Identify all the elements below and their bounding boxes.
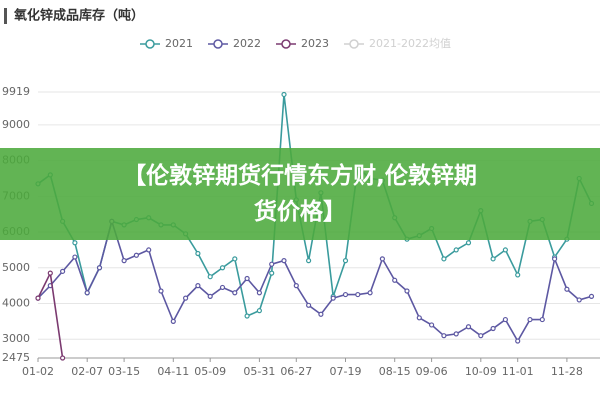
point	[404, 288, 410, 294]
point	[244, 275, 250, 282]
legend-item: 2022	[233, 37, 261, 50]
y-tick-label: 9000	[2, 118, 30, 131]
point	[502, 316, 508, 323]
point	[207, 293, 213, 299]
point	[244, 313, 250, 319]
point	[392, 277, 398, 283]
point	[515, 272, 521, 278]
series-line	[37, 218, 592, 343]
point	[355, 291, 361, 298]
point	[342, 258, 349, 264]
point	[576, 297, 582, 303]
legend-item-swatch	[213, 39, 223, 49]
x-tick-label: 07-19	[330, 365, 362, 378]
x-tick-label: 04-11	[157, 365, 189, 378]
point	[539, 316, 545, 323]
point	[170, 318, 176, 324]
point	[478, 333, 484, 339]
title-marker	[4, 8, 7, 24]
point	[219, 284, 226, 291]
point	[306, 302, 312, 308]
point	[429, 322, 435, 328]
x-tick-label: 06-27	[280, 365, 312, 378]
point	[96, 265, 103, 271]
y-tick-label: 9919	[2, 85, 30, 98]
x-tick-label: 05-09	[194, 365, 226, 378]
point	[465, 324, 472, 330]
point	[367, 290, 373, 296]
point	[232, 256, 238, 262]
x-tick-label: 11-28	[551, 365, 583, 378]
point	[256, 308, 262, 314]
point	[527, 316, 533, 323]
point	[207, 274, 213, 280]
point	[121, 258, 127, 264]
x-tick-label: 10-09	[465, 365, 497, 378]
legend-item: 2023	[301, 37, 329, 50]
chart-title: 氧化锌成品库存（吨）	[13, 8, 144, 24]
legend-item-swatch	[281, 39, 291, 49]
x-tick-label: 01-02	[22, 365, 54, 378]
y-tick-label: 3000	[2, 332, 30, 345]
point	[342, 291, 349, 298]
x-tick-label: 11-01	[502, 365, 534, 378]
banner-text: 【伦敦锌期货行情东方财,伦敦锌期	[123, 163, 477, 189]
point	[564, 286, 570, 292]
x-tick-label: 02-07	[71, 365, 103, 378]
point	[490, 256, 496, 262]
point	[551, 256, 558, 262]
point	[59, 268, 66, 274]
y-tick-label: 4000	[2, 297, 30, 310]
y-tick-label: 5000	[2, 261, 30, 274]
point	[453, 331, 459, 337]
point	[441, 256, 447, 262]
point	[490, 325, 496, 332]
banner: 【伦敦锌期货行情东方财,伦敦锌期 货价格】	[0, 148, 600, 240]
point	[84, 290, 90, 296]
x-tick-label: 05-31	[243, 365, 275, 378]
point	[183, 295, 189, 301]
point	[330, 295, 336, 301]
legend-inactive-swatch	[349, 39, 359, 49]
point	[35, 295, 41, 301]
point	[59, 355, 66, 361]
banner-text: 货价格】	[254, 199, 346, 225]
point	[133, 252, 139, 258]
point	[453, 247, 459, 253]
point	[232, 290, 238, 296]
point	[269, 261, 275, 267]
point	[219, 265, 226, 271]
legend: 2021 2022 2023 2021-2022均值	[140, 37, 451, 50]
point	[465, 240, 472, 246]
point	[195, 250, 201, 257]
point	[515, 338, 521, 344]
point	[379, 256, 385, 262]
point	[318, 311, 324, 317]
point	[72, 254, 78, 260]
legend-item-swatch	[145, 39, 155, 49]
point	[306, 258, 312, 264]
point	[158, 288, 164, 294]
point	[47, 270, 53, 276]
point	[281, 258, 287, 264]
x-tick-label: 09-06	[416, 365, 448, 378]
point	[72, 240, 78, 246]
point	[256, 290, 262, 296]
point	[441, 333, 447, 339]
x-tick-label: 08-15	[379, 365, 411, 378]
point	[195, 283, 201, 289]
point	[281, 91, 287, 98]
legend-item: 2021	[165, 37, 193, 50]
point	[588, 293, 595, 299]
legend-inactive: 2021-2022均值	[369, 37, 451, 50]
point	[293, 283, 299, 289]
y-tick-label: 2475	[2, 351, 30, 364]
x-tick-label: 03-15	[108, 365, 140, 378]
point	[416, 315, 422, 321]
point	[502, 247, 508, 253]
point	[269, 270, 275, 276]
point	[146, 247, 152, 253]
